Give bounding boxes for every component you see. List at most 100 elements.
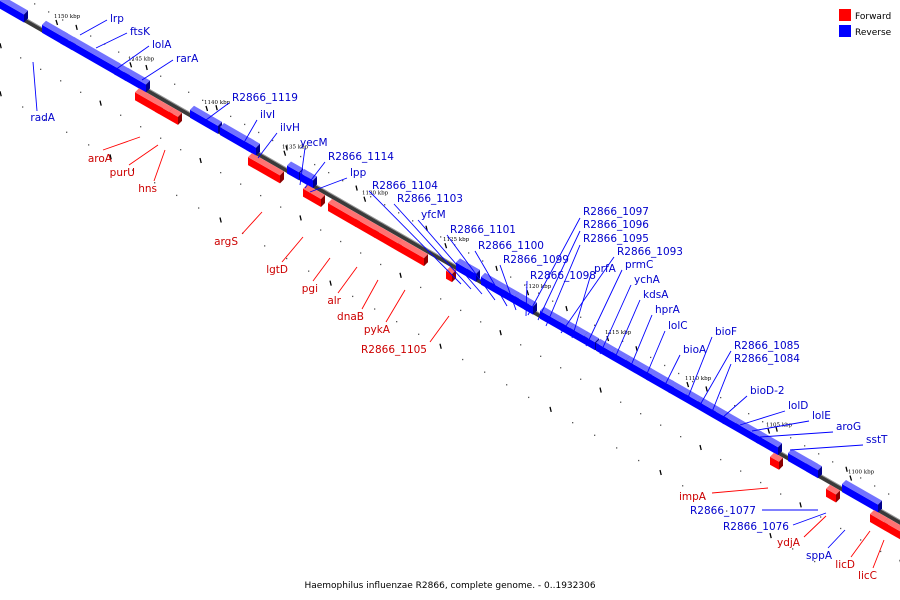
gene-label-R2866_1097[interactable]: R2866_1097	[583, 206, 649, 218]
scale-dot	[396, 321, 398, 323]
gene-feature-lolE[interactable]	[806, 459, 822, 479]
scale-dot	[230, 115, 232, 118]
gene-box-top	[70, 36, 120, 68]
gene-feature-rarA[interactable]	[124, 67, 150, 93]
gene-label-argS[interactable]: argS	[214, 236, 238, 248]
gene-label-ilvH[interactable]: ilvH	[280, 122, 300, 134]
gene-label-lolA[interactable]: lolA	[152, 39, 172, 51]
gene-box-front	[668, 384, 686, 403]
scale-dot	[220, 172, 222, 174]
gene-label-ydjA[interactable]: ydjA	[777, 537, 801, 549]
gene-label-purU[interactable]: purU	[110, 167, 135, 179]
gene-box-front	[124, 71, 146, 93]
gene-label-R2866_1100[interactable]: R2866_1100	[478, 240, 544, 252]
gene-leader-line	[474, 250, 508, 307]
gene-leader-line	[721, 395, 748, 419]
gene-label-bioD-2[interactable]: bioD-2	[750, 385, 785, 397]
gene-label-ilvI[interactable]: ilvI	[260, 109, 275, 121]
gene-label-lolE[interactable]: lolE	[812, 410, 831, 422]
gene-feature-bioD-2[interactable]	[756, 430, 782, 456]
gene-feature-lgtD[interactable]	[303, 184, 325, 207]
gene-label-ftsK[interactable]: ftsK	[130, 26, 151, 38]
gene-label-R2866_1084[interactable]: R2866_1084	[734, 353, 800, 365]
gene-box-top	[135, 88, 163, 106]
gene-label-R2866_1098[interactable]: R2866_1098	[530, 270, 596, 282]
gene-leader-line	[299, 147, 306, 186]
scale-dot	[499, 330, 502, 336]
scale-dot	[495, 265, 498, 272]
gene-box-top	[596, 338, 616, 352]
gene-label-radA[interactable]: radA	[30, 112, 55, 124]
gene-feature-argS[interactable]	[248, 153, 284, 184]
gene-feature-hns[interactable]	[169, 107, 182, 125]
scale-dot	[300, 155, 302, 158]
gene-leader-line	[645, 330, 666, 377]
gene-label-aroG[interactable]: aroG	[836, 421, 861, 433]
scale-dot	[342, 180, 344, 182]
gene-label-R2866_1076[interactable]: R2866_1076	[723, 521, 789, 533]
gene-feature-pykA[interactable]	[398, 239, 428, 267]
gene-label-R2866_1085[interactable]: R2866_1085	[734, 340, 800, 352]
scale-dot	[160, 137, 162, 139]
gene-label-kdsA[interactable]: kdsA	[643, 289, 669, 301]
gene-features	[0, 0, 900, 540]
gene-label-R2866_1101[interactable]: R2866_1101	[450, 224, 516, 236]
gene-label-pykA[interactable]: pykA	[364, 324, 391, 336]
gene-feature-lrp[interactable]	[0, 0, 28, 23]
gene-label-sppA[interactable]: sppA	[806, 550, 833, 562]
kbp-tick-mark	[686, 381, 690, 388]
kbp-tick-mark	[444, 242, 448, 249]
gene-leader-line	[739, 410, 786, 426]
scale-dot	[198, 207, 200, 209]
gene-box-side	[178, 112, 182, 125]
gene-label-prfA[interactable]: prfA	[594, 263, 617, 275]
scale-dot	[120, 114, 122, 116]
gene-label-R2866_1114[interactable]: R2866_1114	[328, 151, 394, 163]
gene-label-alr[interactable]: alr	[327, 295, 341, 307]
gene-leader-line	[872, 539, 885, 569]
gene-label-sstT[interactable]: sstT	[866, 434, 888, 446]
gene-label-R2866_1096[interactable]: R2866_1096	[583, 219, 649, 231]
gene-label-R2866_1095[interactable]: R2866_1095	[583, 233, 649, 245]
gene-label-hprA[interactable]: hprA	[655, 304, 681, 316]
gene-leader-line	[560, 256, 615, 334]
gene-box-front	[584, 335, 595, 351]
gene-label-licD[interactable]: licD	[835, 559, 855, 571]
gene-feature-impA[interactable]	[770, 452, 783, 470]
gene-label-yecM[interactable]: yecM	[300, 137, 328, 149]
gene-label-yfcM[interactable]: yfcM	[421, 209, 446, 221]
gene-label-R2866_1103[interactable]: R2866_1103	[397, 193, 463, 205]
gene-label-lrp[interactable]: lrp	[110, 13, 124, 25]
gene-box-front	[736, 423, 758, 444]
gene-label-lpp[interactable]: lpp	[350, 167, 367, 179]
scale-dot	[780, 493, 782, 495]
gene-label-pgi[interactable]: pgi	[302, 283, 318, 295]
gene-label-prmC[interactable]: prmC	[625, 259, 653, 271]
gene-label-R2866_1105[interactable]: R2866_1105	[361, 344, 427, 356]
gene-feature-ilvH[interactable]	[246, 137, 260, 156]
gene-feature-licC[interactable]	[884, 518, 900, 540]
gene-label-bioF[interactable]: bioF	[715, 326, 737, 338]
gene-label-rarA[interactable]: rarA	[176, 53, 199, 65]
gene-label-bioA[interactable]: bioA	[683, 344, 707, 356]
gene-label-R2866_1093[interactable]: R2866_1093	[617, 246, 683, 258]
gene-label-R2866_1119[interactable]: R2866_1119	[232, 92, 298, 104]
scale-dot	[664, 364, 666, 367]
gene-label-ychA[interactable]: ychA	[634, 274, 661, 286]
gene-label-R2866_1077[interactable]: R2866_1077	[690, 505, 756, 517]
gene-label-aroA[interactable]: aroA	[88, 153, 113, 165]
gene-label-dnaB[interactable]: dnaB	[337, 311, 364, 323]
gene-label-impA[interactable]: impA	[679, 491, 707, 503]
gene-label-lolD[interactable]: lolD	[788, 400, 808, 412]
gene-feature-rarA[interactable]	[70, 36, 120, 76]
gene-label-licC[interactable]: licC	[858, 570, 877, 582]
gene-feature-aroG[interactable]	[842, 480, 882, 513]
scale-dot	[540, 355, 542, 357]
gene-label-R2866_1104[interactable]: R2866_1104	[372, 180, 438, 192]
gene-label-lgtD[interactable]: lgtD	[266, 264, 288, 276]
gene-label-hns[interactable]: hns	[138, 183, 157, 195]
gene-label-R2866_1099[interactable]: R2866_1099	[503, 254, 569, 266]
gene-label-lolC[interactable]: lolC	[668, 320, 688, 332]
gene-feature-ydjA[interactable]	[826, 484, 840, 503]
legend: Forward Reverse	[839, 9, 892, 38]
